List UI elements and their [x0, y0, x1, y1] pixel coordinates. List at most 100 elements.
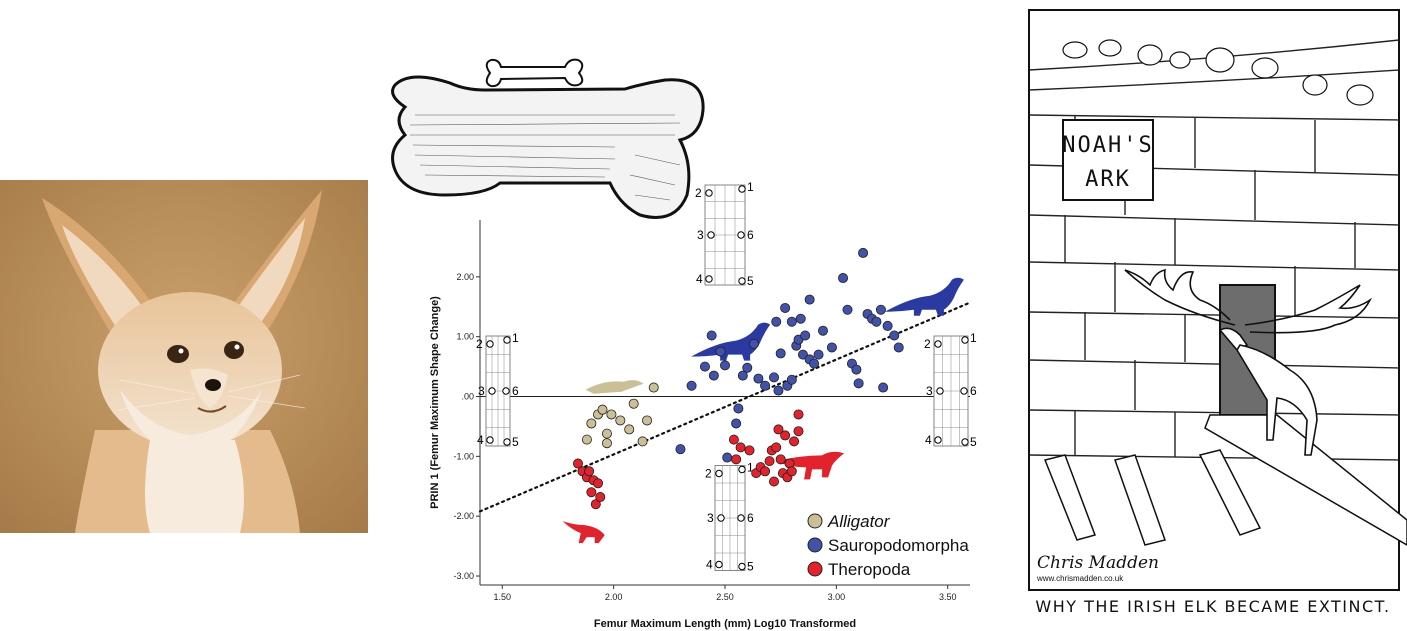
sign-line2: ARK — [1085, 167, 1131, 192]
log-rollers — [1043, 449, 1262, 546]
point-sauropodomorpha — [699, 361, 710, 372]
point-sauropodomorpha — [737, 370, 748, 381]
point-theropoda — [731, 454, 742, 465]
legend-marker-sauropodomorpha — [807, 537, 823, 553]
femur-illustration — [391, 58, 705, 219]
y-tick-label: .00 — [461, 392, 474, 402]
glyph-landmark-label: 2 — [924, 337, 931, 351]
point-theropoda — [771, 442, 782, 453]
glyph-landmark — [502, 387, 510, 395]
silhouette-theropod-small — [562, 521, 605, 544]
point-theropoda — [764, 456, 775, 467]
x-axis-title: Femur Maximum Length (mm) Log10 Transfor… — [594, 618, 856, 630]
point-sauropodomorpha — [780, 302, 791, 313]
glyph-landmark — [936, 387, 944, 395]
point-sauropodomorpha — [817, 325, 828, 336]
glyph-landmark — [715, 560, 723, 569]
artist-signature: Chris Madden — [1037, 553, 1159, 573]
glyph-landmark — [503, 438, 511, 446]
y-tick-label: 1.00 — [456, 332, 474, 342]
glyph-landmark — [705, 275, 713, 283]
glyph-landmark-label: 5 — [970, 435, 977, 449]
point-sauropodomorpha — [871, 316, 882, 327]
point-theropoda — [793, 426, 804, 437]
noahs-ark-cartoon: NOAH'S ARK Chris Madden www.chrismadden.… — [1015, 0, 1407, 631]
glyph-landmark — [738, 277, 746, 285]
point-theropoda — [775, 454, 786, 465]
y-axis-title: PRIN 1 (Femur Maximum Shape Change) — [429, 296, 441, 509]
point-alligator — [597, 404, 608, 415]
point-alligator — [648, 382, 659, 393]
shape-glyph-bottom: 1 2 3 6 4 5 — [705, 461, 754, 574]
glyph-landmark — [738, 185, 746, 193]
point-sauropodomorpha — [882, 320, 893, 331]
silhouette-sauropod — [884, 277, 964, 316]
x-tick-label: 2.50 — [716, 592, 734, 602]
point-alligator — [642, 415, 653, 426]
point-sauropodomorpha — [771, 316, 782, 327]
point-sauropodomorpha — [733, 403, 744, 414]
chart-svg: 1.50 2.00 2.50 3.00 3.50 -3.00 -2.00 -1.00 .00 1.… — [391, 58, 977, 630]
point-sauropodomorpha — [786, 316, 797, 327]
point-sauropodomorpha — [742, 362, 753, 373]
point-theropoda — [744, 445, 755, 456]
glyph-landmark — [961, 336, 969, 344]
legend-label-sauropodomorpha: Sauropodomorpha — [828, 536, 969, 555]
point-alligator — [615, 415, 626, 426]
point-sauropodomorpha — [804, 294, 815, 305]
point-alligator — [601, 428, 612, 439]
point-sauropodomorpha — [748, 338, 759, 349]
point-sauropodomorpha — [838, 273, 849, 284]
glyph-landmark — [934, 340, 942, 348]
glyph-landmark — [934, 436, 942, 444]
fennec-fox-photo — [0, 180, 368, 533]
x-tick-label: 1.50 — [494, 592, 512, 602]
point-sauropodomorpha — [768, 372, 779, 383]
point-theropoda — [786, 466, 797, 477]
glyph-landmark-label: 2 — [476, 337, 483, 351]
femur-shape-scatter-chart: 1.50 2.00 2.50 3.00 3.50 -3.00 -2.00 -1.00 .00 1.… — [375, 55, 1005, 631]
point-sauropodomorpha — [813, 349, 824, 360]
point-sauropodomorpha — [809, 358, 820, 369]
irish-elk — [1124, 268, 1373, 456]
point-theropoda — [593, 478, 604, 489]
cartoon-caption: WHY THE IRISH ELK BECAME EXTINCT. — [1035, 597, 1390, 616]
point-theropoda — [780, 430, 791, 441]
x-tick-label: 3.50 — [939, 592, 957, 602]
glyph-landmark-label: 6 — [512, 384, 519, 398]
legend-label-theropoda: Theropoda — [828, 560, 911, 579]
glyph-landmark-label: 2 — [705, 467, 712, 481]
glyph-landmark-label: 6 — [747, 228, 754, 242]
point-theropoda — [586, 487, 597, 498]
point-sauropodomorpha — [853, 378, 864, 389]
point-alligator — [586, 418, 597, 429]
artist-url: www.chrismadden.co.uk — [1036, 574, 1124, 583]
point-sauropodomorpha — [773, 385, 784, 396]
ark-ramp — [1204, 414, 1407, 546]
glyph-landmark-label: 3 — [926, 384, 933, 398]
glyph-landmark-label: 4 — [477, 433, 484, 447]
point-theropoda — [735, 442, 746, 453]
point-sauropodomorpha — [686, 380, 697, 391]
point-sauropodomorpha — [760, 380, 771, 391]
point-theropoda — [760, 466, 771, 477]
point-theropoda — [793, 409, 804, 420]
glyph-landmark — [960, 387, 968, 395]
legend-marker-theropoda — [807, 561, 823, 577]
glyph-landmark — [488, 387, 496, 395]
point-theropoda — [584, 466, 595, 477]
y-tick-label: 2.00 — [456, 272, 474, 282]
point-sauropodomorpha — [731, 418, 742, 429]
glyph-landmark — [738, 562, 746, 571]
glyph-landmark — [738, 465, 746, 474]
point-sauropodomorpha — [878, 382, 889, 393]
point-sauropodomorpha — [719, 360, 730, 371]
point-sauropodomorpha — [893, 342, 904, 353]
glyph-landmark — [486, 340, 494, 348]
point-sauropodomorpha — [842, 304, 853, 315]
point-sauropodomorpha — [706, 330, 717, 341]
glyph-landmark — [961, 438, 969, 446]
point-alligator — [606, 409, 617, 420]
glyph-landmark-label: 4 — [696, 272, 703, 286]
glyph-landmark-label: 5 — [747, 274, 754, 288]
